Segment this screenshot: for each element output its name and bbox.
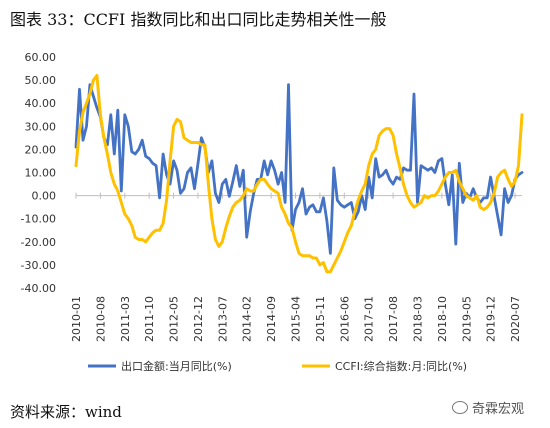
x-tick-label: 2018-03 bbox=[411, 296, 424, 342]
legend-label-1: 出口金额:当月同比(%) bbox=[121, 359, 232, 373]
y-tick-label: 40.00 bbox=[25, 97, 57, 110]
x-tick-label: 2015-11 bbox=[314, 296, 327, 342]
y-tick-label: 60.00 bbox=[25, 51, 57, 64]
x-tick-label: 2011-10 bbox=[143, 296, 156, 342]
x-axis: 2010-01 2010-08 2011-03 2011-10 2012-05 2012-… bbox=[70, 192, 522, 342]
x-tick-label: 2012-05 bbox=[168, 296, 181, 342]
x-tick-label: 2019-12 bbox=[485, 296, 498, 342]
watermark: 奇霖宏观 bbox=[452, 398, 524, 417]
y-tick-label: -40.00 bbox=[21, 282, 56, 295]
source-note: 资料来源：wind bbox=[10, 403, 122, 421]
wechat-icon bbox=[452, 401, 468, 414]
y-tick-label: 20.00 bbox=[25, 143, 57, 156]
x-tick-label: 2017-01 bbox=[363, 296, 376, 342]
watermark-text: 奇霖宏观 bbox=[472, 402, 525, 417]
x-tick-label: 2013-07 bbox=[216, 296, 229, 342]
chart-title: 图表 33：CCFI 指数同比和出口同比走势相关性一般 bbox=[10, 10, 387, 29]
x-tick-label: 2019-05 bbox=[460, 296, 473, 342]
y-tick-label: -30.00 bbox=[21, 259, 56, 272]
y-tick-label: 10.00 bbox=[25, 167, 57, 180]
y-tick-label: -20.00 bbox=[21, 236, 56, 249]
series-lines bbox=[74, 74, 524, 274]
series-line-2 bbox=[74, 74, 524, 274]
x-tick-label: 2014-02 bbox=[241, 296, 254, 342]
legend: 出口金额:当月同比(%) CCFI:综合指数:月:同比(%) bbox=[88, 359, 467, 373]
x-tick-label: 2016-06 bbox=[338, 296, 351, 342]
x-tick-label: 2014-09 bbox=[265, 296, 278, 342]
x-tick-label: 2011-03 bbox=[119, 296, 132, 342]
y-tick-label: 0.00 bbox=[32, 190, 57, 203]
y-tick-label: 30.00 bbox=[25, 120, 57, 133]
x-tick-label: 2018-10 bbox=[436, 296, 449, 342]
y-axis: 60.00 50.00 40.00 30.00 20.00 10.00 0.00 -10.00… bbox=[21, 51, 56, 295]
x-tick-label: 2020-07 bbox=[509, 296, 522, 342]
y-tick-label: -10.00 bbox=[21, 213, 56, 226]
series-line-1 bbox=[74, 83, 524, 255]
x-tick-label: 2015-04 bbox=[290, 296, 303, 342]
x-tick-label: 2017-08 bbox=[387, 296, 400, 342]
legend-label-2: CCFI:综合指数:月:同比(%) bbox=[335, 359, 467, 373]
x-tick-label: 2010-08 bbox=[94, 296, 107, 342]
x-tick-label: 2012-12 bbox=[192, 296, 205, 342]
y-tick-label: 50.00 bbox=[25, 74, 57, 87]
x-tick-label: 2010-01 bbox=[70, 296, 83, 342]
